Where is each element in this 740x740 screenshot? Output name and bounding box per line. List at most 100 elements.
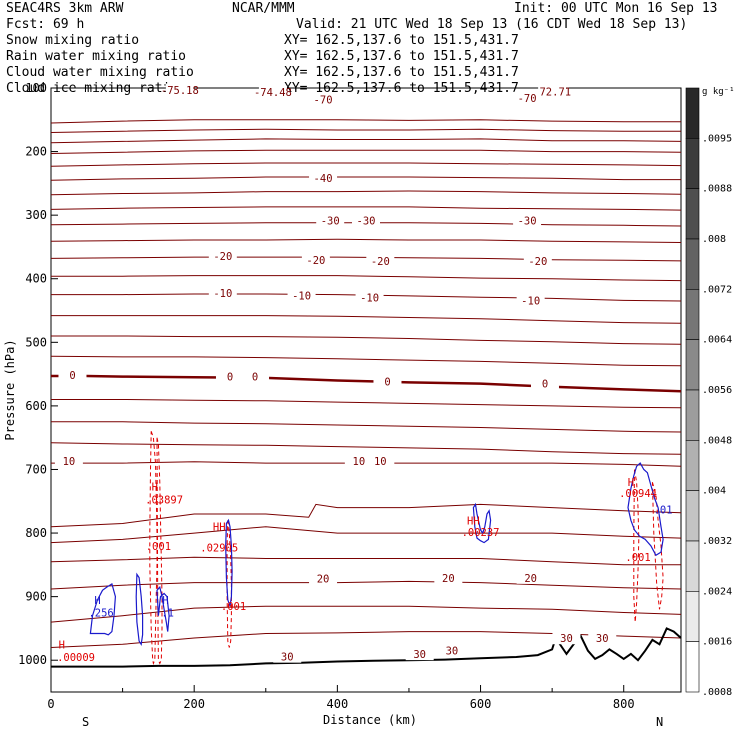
colorbar-segment	[685, 641, 700, 693]
temperature-label: -75.18	[161, 85, 199, 97]
temperature-label: 20	[317, 573, 330, 585]
temperature-label-bg	[530, 377, 559, 390]
temperature-label-bg	[588, 632, 617, 645]
temperature-label-bg	[54, 454, 83, 467]
y-axis-label: Pressure (hPa)	[3, 339, 17, 440]
temperature-label: 30	[446, 645, 459, 657]
colorbar-segment	[685, 389, 700, 441]
temperature-label-bg	[405, 648, 434, 661]
x-tick-label: 800	[613, 697, 635, 711]
mixing-ratio-label: .03897	[145, 494, 183, 506]
cloud-contour	[627, 462, 664, 557]
isotherm-line	[51, 275, 682, 282]
y-tick-label: 400	[25, 272, 47, 286]
colorbar-tick-label: .0088	[702, 184, 732, 195]
cloud-contour	[225, 518, 233, 607]
mixing-ratio-label: .02905	[200, 543, 238, 555]
temperature-contours	[50, 119, 682, 648]
isotherm-line	[50, 138, 682, 144]
isotherm-line	[50, 256, 682, 262]
temperature-label-bg	[258, 86, 287, 99]
temperature-label: 10	[353, 456, 366, 468]
colorbar-tick-label: .0024	[702, 586, 732, 597]
temperature-label-bg	[165, 84, 194, 97]
isotherm-line	[50, 149, 682, 154]
temperature-label: 30	[560, 633, 573, 645]
temperature-label: 20	[442, 573, 455, 585]
temperature-label: -10	[521, 296, 540, 308]
isotherm-line	[50, 442, 682, 455]
mixing-ratio-label: HH	[467, 515, 480, 527]
isotherm-line	[50, 556, 681, 566]
y-tick-label: 800	[25, 526, 47, 540]
rain-contour	[651, 482, 664, 610]
temperature-label: -30	[357, 216, 376, 228]
colorbar-tick-label: .0032	[702, 536, 732, 547]
isotherm-line	[51, 315, 682, 324]
mixing-ratio-label: H	[59, 639, 65, 651]
temperature-label: -30	[321, 216, 340, 228]
temperature-label: -30	[518, 216, 537, 228]
colorbar-tick-label: .0048	[702, 435, 732, 446]
temperature-label: 10	[63, 456, 76, 468]
y-tick-label: 600	[25, 399, 47, 413]
temperature-label: -10	[360, 292, 379, 304]
field-xy: XY= 162.5,137.6 to 151.5,431.7	[284, 49, 519, 64]
temperature-label: 10	[374, 456, 387, 468]
mixing-ratio-label: .001	[625, 552, 650, 564]
isotherm-line	[50, 128, 681, 133]
colorbar-tick-label: .0008	[702, 687, 732, 698]
temperature-label: -20	[213, 251, 232, 263]
contour-labels: -75.18 -74.48 -72.71-70 -70-40-30 -30 -30-20-…	[54, 84, 673, 664]
isotherm-line	[51, 399, 682, 409]
temperature-label-bg	[309, 572, 338, 585]
temperature-label: 0	[69, 370, 75, 382]
y-tick-label: 900	[25, 590, 47, 604]
x-tick-label: 600	[470, 697, 492, 711]
isotherm-line	[50, 162, 682, 167]
colorbar-tick-label: .008	[702, 234, 726, 245]
temperature-label: -72.71	[533, 86, 571, 98]
north-label: N	[656, 715, 663, 729]
temperature-label-bg	[513, 91, 542, 104]
y-tick-label: 200	[25, 145, 47, 159]
cloud-contour	[135, 572, 144, 646]
field-xy: XY= 162.5,137.6 to 151.5,431.7	[284, 65, 519, 80]
mixing-ratio-label: .001	[221, 601, 246, 613]
mixing-ratio-label: H	[628, 477, 634, 489]
colorbar-tick-label: .0072	[702, 284, 732, 295]
temperature-label: 0	[384, 376, 390, 388]
temperature-label-bg	[215, 370, 244, 383]
colorbar-segment	[685, 490, 700, 542]
isotherm-line	[50, 526, 682, 544]
plot-frame	[50, 87, 682, 693]
temperature-label-bg	[437, 644, 466, 657]
terrain-line	[51, 627, 682, 668]
colorbar-segment	[685, 87, 700, 139]
isotherm-line	[50, 605, 682, 623]
temperature-label: -20	[528, 256, 547, 268]
temperature-label-bg	[208, 286, 237, 299]
temperature-label-bg	[552, 632, 581, 645]
colorbar-segment	[685, 440, 700, 491]
temperature-label: -70	[314, 95, 333, 107]
colorbar-tick-label: .0095	[702, 133, 732, 144]
colorbar-segment	[685, 289, 700, 340]
colorbar: .0095 .0088 .008 .0072 .0064 .0056 .0048 .004 .0…	[685, 87, 735, 698]
temperature-label: 0	[252, 371, 258, 383]
rain-contours	[149, 431, 664, 666]
temperature-label-bg	[538, 85, 567, 98]
terrain-line	[51, 627, 682, 668]
temperature-label-bg	[373, 375, 402, 388]
temperature-label-bg	[273, 650, 302, 663]
temperature-label-bg	[516, 571, 545, 584]
isotherm-line	[51, 421, 682, 433]
org-title: NCAR/MMM	[232, 1, 295, 16]
temperature-label: 20	[524, 573, 537, 585]
temperature-label-bg	[366, 454, 395, 467]
mixing-ratio-label: H	[162, 595, 168, 607]
forecast-hour: Fcst: 69 h	[6, 17, 84, 32]
temperature-label: -40	[314, 173, 333, 185]
x-tick-label: 200	[183, 697, 205, 711]
